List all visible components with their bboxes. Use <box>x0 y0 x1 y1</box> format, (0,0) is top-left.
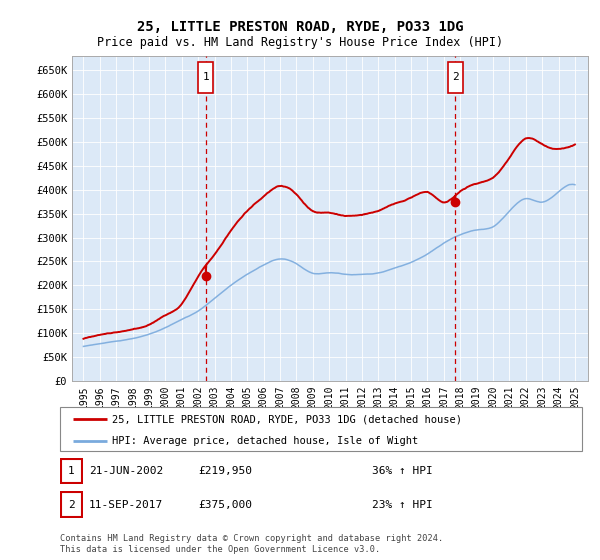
Text: 23% ↑ HPI: 23% ↑ HPI <box>372 500 433 510</box>
Text: Price paid vs. HM Land Registry's House Price Index (HPI): Price paid vs. HM Land Registry's House … <box>97 36 503 49</box>
FancyBboxPatch shape <box>60 407 582 451</box>
Text: 21-JUN-2002: 21-JUN-2002 <box>89 466 163 476</box>
FancyBboxPatch shape <box>448 62 463 93</box>
Text: This data is licensed under the Open Government Licence v3.0.: This data is licensed under the Open Gov… <box>60 545 380 554</box>
Text: 36% ↑ HPI: 36% ↑ HPI <box>372 466 433 476</box>
FancyBboxPatch shape <box>61 459 82 483</box>
Text: Contains HM Land Registry data © Crown copyright and database right 2024.: Contains HM Land Registry data © Crown c… <box>60 534 443 543</box>
Text: 2: 2 <box>452 72 458 82</box>
Text: £219,950: £219,950 <box>198 466 252 476</box>
FancyBboxPatch shape <box>199 62 213 93</box>
Text: £375,000: £375,000 <box>198 500 252 510</box>
Text: 25, LITTLE PRESTON ROAD, RYDE, PO33 1DG (detached house): 25, LITTLE PRESTON ROAD, RYDE, PO33 1DG … <box>112 414 462 424</box>
Text: HPI: Average price, detached house, Isle of Wight: HPI: Average price, detached house, Isle… <box>112 436 418 446</box>
Text: 1: 1 <box>68 466 75 476</box>
Text: 25, LITTLE PRESTON ROAD, RYDE, PO33 1DG: 25, LITTLE PRESTON ROAD, RYDE, PO33 1DG <box>137 20 463 34</box>
Text: 11-SEP-2017: 11-SEP-2017 <box>89 500 163 510</box>
Text: 1: 1 <box>202 72 209 82</box>
FancyBboxPatch shape <box>61 492 82 517</box>
Text: 2: 2 <box>68 500 75 510</box>
